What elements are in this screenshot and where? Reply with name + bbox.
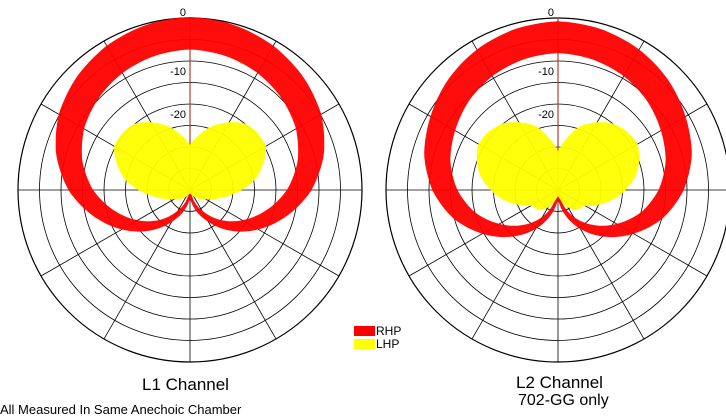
caption-l2-subtitle: 702-GG only	[518, 392, 609, 409]
polar-chart-l2: 0 -10 -20	[385, 7, 726, 363]
legend-label-lhp: LHP	[376, 337, 400, 351]
radial-tick-label: -10	[538, 66, 554, 78]
legend-swatch-lhp	[354, 339, 375, 349]
series-lhp-fill	[476, 122, 640, 210]
grid-spoke	[471, 189, 559, 340]
radial-tick-label: -10	[170, 66, 186, 78]
legend-swatch-rhp	[354, 326, 375, 336]
grid-spoke	[189, 189, 340, 277]
caption-l2: L2 Channel	[516, 373, 603, 392]
grid-spoke	[557, 189, 645, 340]
series-lhp-fill	[113, 122, 267, 200]
radial-tick-label: 0	[180, 7, 186, 19]
radial-tick-label: -20	[170, 109, 186, 121]
footnote: All Measured In Same Anechoic Chamber	[0, 402, 242, 417]
legend-label-rhp: RHP	[376, 324, 402, 338]
polar-chart-l1: 0 -10 -20	[17, 7, 363, 363]
caption-l1: L1 Channel	[142, 375, 229, 394]
radial-tick-label: 0	[548, 7, 554, 19]
radial-tick-label: -20	[538, 109, 554, 121]
grid-spoke	[40, 189, 191, 277]
